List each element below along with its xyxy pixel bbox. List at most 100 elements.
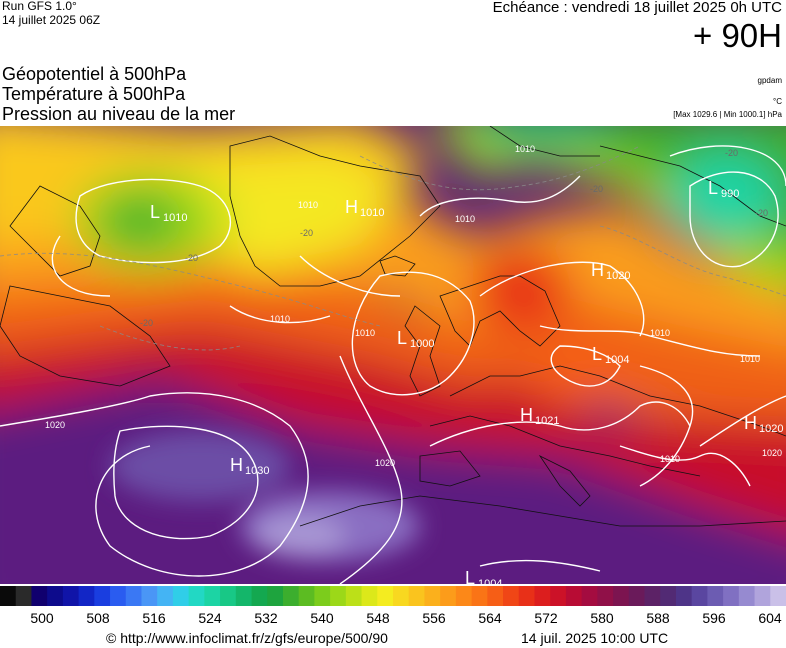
- svg-text:1020: 1020: [375, 458, 395, 468]
- svg-text:1010: 1010: [455, 214, 475, 224]
- color-scale-swatch: [503, 586, 520, 606]
- high-center: H 1021: [520, 405, 559, 427]
- color-scale-swatch: [408, 586, 425, 606]
- color-scale-swatch: [330, 586, 347, 606]
- color-scale-swatch: [754, 586, 771, 606]
- color-scale-swatch: [47, 586, 64, 606]
- pressure-range: [Max 1029.6 | Min 1000.1] hPa: [673, 110, 782, 119]
- isobars: [0, 145, 786, 584]
- svg-text:1020: 1020: [45, 420, 65, 430]
- geopotential-field: [0, 126, 786, 584]
- svg-text:1020: 1020: [759, 423, 783, 435]
- svg-text:-20: -20: [140, 318, 153, 328]
- svg-text:1021: 1021: [535, 415, 559, 427]
- color-scale-swatch: [644, 586, 661, 606]
- svg-text:1010: 1010: [740, 354, 760, 364]
- svg-text:1010: 1010: [660, 454, 680, 464]
- color-scale-swatch: [770, 586, 786, 606]
- low-center: L 990: [708, 178, 739, 200]
- title-temperature: Température à 500hPa: [2, 84, 186, 104]
- color-scale-tick-label: 564: [478, 610, 502, 626]
- title-pressure: Pression au niveau de la mer: [2, 104, 236, 124]
- color-scale-swatch: [78, 586, 95, 606]
- color-scale-swatch: [565, 586, 583, 606]
- color-scale-swatch: [377, 586, 394, 606]
- svg-text:1020: 1020: [762, 448, 782, 458]
- svg-text:L: L: [465, 568, 475, 584]
- temperature-labels: -20 -20 -20 -20 -20 -20: [140, 148, 768, 328]
- color-scale-swatch: [361, 586, 378, 606]
- svg-text:H: H: [520, 405, 533, 425]
- color-scale-tick-label: 556: [422, 610, 446, 626]
- weather-map: H 1030 H 1021 H 1020 H 1020 H 1010 L 100…: [0, 126, 786, 584]
- color-scale-tick-label: 516: [142, 610, 166, 626]
- color-scale-swatch: [424, 586, 441, 606]
- svg-text:1004: 1004: [478, 578, 502, 584]
- color-scale-tick-label: 604: [758, 610, 782, 626]
- svg-text:1010: 1010: [650, 328, 670, 338]
- svg-text:H: H: [230, 455, 243, 475]
- svg-text:L: L: [592, 344, 602, 364]
- svg-text:1020: 1020: [606, 270, 630, 282]
- run-date: 14 juillet 2025 06Z: [2, 13, 101, 27]
- low-center: L 1010: [150, 202, 187, 224]
- color-scale-swatch: [597, 586, 614, 606]
- svg-text:1010: 1010: [360, 207, 384, 219]
- color-scale-swatch: [0, 586, 17, 606]
- color-scale-swatch: [235, 586, 253, 606]
- color-scale-swatch: [738, 586, 756, 606]
- svg-text:H: H: [744, 413, 757, 433]
- color-scale-tick-label: 548: [366, 610, 390, 626]
- pressure-centers: H 1030 H 1021 H 1020 H 1020 H 1010 L 100…: [150, 178, 783, 584]
- unit-temperature: °C: [773, 97, 782, 106]
- isobar-labels: 1020 1020 1010 1010 1010 1010 1010 1010 …: [45, 144, 782, 468]
- color-scale-tick-label: 596: [702, 610, 726, 626]
- color-scale-swatch: [298, 586, 315, 606]
- color-scale-swatch: [251, 586, 268, 606]
- svg-text:1010: 1010: [298, 200, 318, 210]
- color-scale-swatch: [613, 586, 630, 606]
- color-scale-tick-label: 580: [590, 610, 614, 626]
- color-scale-swatch: [393, 586, 410, 606]
- generation-date: 14 juil. 2025 10:00 UTC: [521, 630, 669, 646]
- color-scale-swatch: [31, 586, 48, 606]
- color-scale-swatch: [172, 586, 190, 606]
- low-center: L 1000: [397, 328, 434, 350]
- svg-text:1004: 1004: [605, 354, 629, 366]
- echeance-label: Echéance : vendredi 18 juillet 2025 0h U…: [492, 0, 782, 16]
- high-center: H 1020: [744, 413, 783, 435]
- svg-text:H: H: [591, 260, 604, 280]
- color-scale-swatch: [691, 586, 708, 606]
- color-scale-swatch: [455, 586, 473, 606]
- svg-text:1030: 1030: [245, 465, 269, 477]
- color-scale-swatch: [345, 586, 363, 606]
- title-geopotential: Géopotentiel à 500hPa: [2, 64, 187, 84]
- color-scale-swatch: [125, 586, 142, 606]
- color-scale-swatch: [471, 586, 488, 606]
- unit-geopotential: gpdam: [757, 76, 782, 85]
- color-scale-swatch: [15, 586, 32, 606]
- color-scale-tick-label: 572: [534, 610, 558, 626]
- color-scale-swatch: [141, 586, 158, 606]
- color-scale-swatch: [581, 586, 598, 606]
- low-center: L 1004: [592, 344, 629, 366]
- color-scale-swatch: [157, 586, 174, 606]
- svg-text:-20: -20: [755, 208, 768, 218]
- color-scale-swatch: [550, 586, 567, 606]
- color-scale-swatch: [110, 586, 127, 606]
- svg-text:1010: 1010: [355, 328, 375, 338]
- color-scale-swatch: [707, 586, 724, 606]
- color-scale-tick-label: 588: [646, 610, 670, 626]
- copyright-url: © http://www.infoclimat.fr/z/gfs/europe/…: [106, 630, 388, 646]
- color-scale-tick-label: 500: [30, 610, 54, 626]
- svg-text:H: H: [345, 197, 358, 217]
- svg-text:L: L: [708, 178, 718, 198]
- color-scale-swatch: [62, 586, 80, 606]
- color-scale-swatch: [220, 586, 237, 606]
- color-scale-swatch: [660, 586, 677, 606]
- color-scale-swatch: [534, 586, 551, 606]
- svg-text:-20: -20: [590, 184, 603, 194]
- temperature-lines: [0, 145, 786, 351]
- high-center: H 1010: [345, 197, 384, 219]
- color-scale-swatch: [282, 586, 300, 606]
